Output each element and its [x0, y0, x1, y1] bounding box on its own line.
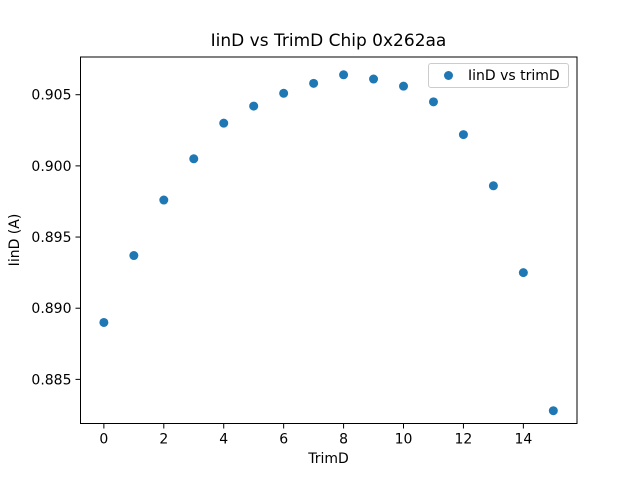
data-point: [488, 181, 498, 191]
x-tick-label: 6: [279, 432, 288, 448]
data-point: [189, 154, 199, 164]
y-tick-label: 0.885: [31, 372, 71, 388]
data-point: [159, 195, 169, 205]
legend: IinD vs trimD: [428, 63, 569, 88]
x-tick-label: 2: [159, 432, 168, 448]
legend-marker-icon: [444, 71, 453, 80]
x-axis-label: TrimD: [308, 451, 349, 467]
y-tick-label: 0.890: [31, 301, 71, 317]
data-point: [428, 97, 438, 107]
x-tick-label: 8: [339, 432, 348, 448]
y-axis-label: IinD (A): [7, 213, 23, 267]
data-point: [129, 251, 139, 261]
data-point: [369, 74, 379, 84]
x-tick-label: 10: [395, 432, 413, 448]
y-tick-label: 0.905: [31, 88, 71, 104]
x-tick-label: 14: [514, 432, 532, 448]
x-tick-label: 0: [99, 432, 108, 448]
plot-border: [80, 56, 578, 424]
data-point: [309, 78, 319, 88]
data-point: [219, 118, 229, 128]
data-point: [458, 130, 468, 140]
y-tick-label: 0.900: [31, 159, 71, 175]
data-point: [548, 406, 558, 416]
x-tick-label: 4: [219, 432, 228, 448]
data-point: [279, 88, 289, 98]
chart-title: IinD vs TrimD Chip 0x262aa: [210, 31, 447, 51]
data-point: [249, 101, 259, 111]
data-point: [518, 268, 528, 278]
legend-label: IinD vs trimD: [468, 67, 560, 84]
y-tick-label: 0.895: [31, 230, 71, 246]
data-point: [339, 70, 349, 80]
data-point: [99, 317, 109, 327]
x-tick-label: 12: [455, 432, 473, 448]
data-point: [399, 81, 409, 91]
